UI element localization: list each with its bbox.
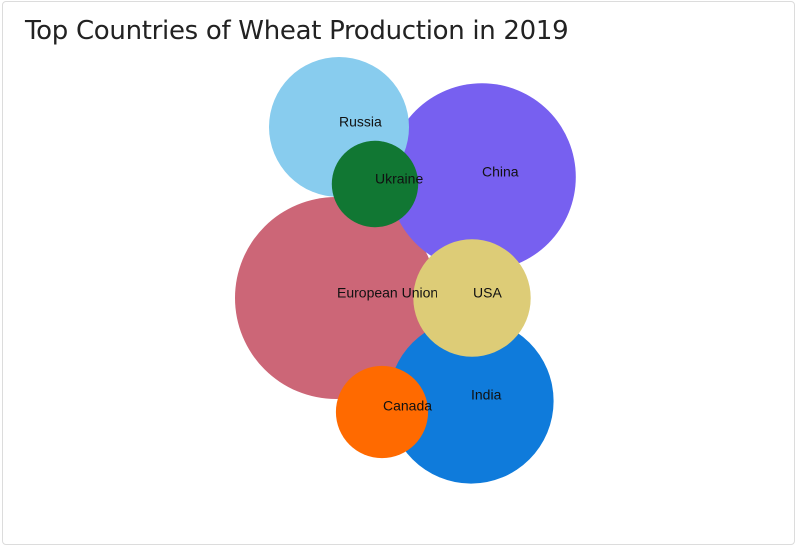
bubble-china[interactable] [388, 83, 576, 271]
bubble-ukraine[interactable] [331, 140, 419, 228]
bubble-canada[interactable] [335, 365, 429, 459]
bubble-label-russia: Russia [339, 114, 382, 130]
bubble-label-canada: Canada [383, 398, 432, 414]
bubble-label-ukraine: Ukraine [375, 171, 423, 187]
bubble-label-china: China [482, 164, 519, 180]
bubble-label-india: India [471, 387, 502, 403]
bubble-usa[interactable] [413, 239, 531, 357]
bubble-label-european-union: European Union [337, 285, 438, 301]
bubble-india[interactable] [388, 318, 554, 484]
bubble-label-usa: USA [473, 285, 502, 301]
bubble-european-union[interactable] [235, 197, 437, 399]
chart-title: Top Countries of Wheat Production in 201… [25, 16, 569, 46]
